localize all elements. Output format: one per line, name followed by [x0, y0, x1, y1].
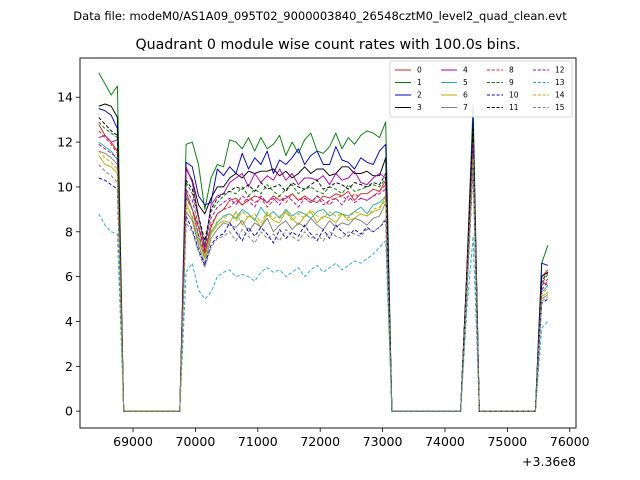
- y-tick-label-8: 8: [65, 224, 73, 239]
- legend-label-12: 12: [555, 66, 565, 75]
- y-tick-label-6: 6: [65, 269, 73, 284]
- plot-lines: [98, 72, 549, 412]
- x-offset-label: +3.36e8: [522, 454, 576, 469]
- x-tick-label-69000: 69000: [113, 434, 153, 449]
- legend-label-5: 5: [463, 78, 468, 87]
- legend-label-4: 4: [463, 66, 468, 75]
- plot-frame: [79, 57, 577, 429]
- x-tick-label-70000: 70000: [176, 434, 216, 449]
- x-tick-label-76000: 76000: [550, 434, 590, 449]
- y-tick-label-10: 10: [57, 179, 73, 194]
- legend-label-0: 0: [417, 66, 422, 75]
- legend-label-10: 10: [509, 91, 519, 100]
- y-tick-label-0: 0: [65, 404, 73, 419]
- x-tick-label-75000: 75000: [487, 434, 527, 449]
- legend-label-14: 14: [555, 91, 565, 100]
- legend-label-9: 9: [509, 78, 514, 87]
- y-tick-label-12: 12: [57, 135, 73, 150]
- x-tick-label-71000: 71000: [238, 434, 278, 449]
- x-tick-label-72000: 72000: [300, 434, 340, 449]
- legend-box: [389, 60, 573, 118]
- legend-label-13: 13: [555, 78, 565, 87]
- legend-label-11: 11: [509, 103, 519, 112]
- y-tick-label-14: 14: [57, 90, 73, 105]
- x-axis: 69000 70000 71000 72000 73000 74000 75000 76000: [113, 428, 590, 449]
- chart-title: Quadrant 0 module wise count rates with …: [135, 37, 520, 53]
- legend-label-2: 2: [417, 91, 422, 100]
- x-tick-label-73000: 73000: [363, 434, 403, 449]
- chart-suptitle: Data file: modeM0/AS1A09_095T02_90000038…: [73, 9, 567, 23]
- y-tick-label-2: 2: [65, 359, 73, 374]
- series-line-11: [98, 117, 549, 412]
- y-axis: 0 2 4 6 8 10 12 14: [57, 90, 80, 419]
- series-line-15: [98, 164, 549, 412]
- legend-label-7: 7: [463, 103, 468, 112]
- x-tick-label-74000: 74000: [425, 434, 465, 449]
- legend-label-15: 15: [555, 103, 565, 112]
- legend-label-3: 3: [417, 103, 422, 112]
- legend-label-8: 8: [509, 66, 514, 75]
- legend-label-6: 6: [463, 91, 468, 100]
- y-tick-label-4: 4: [65, 314, 73, 329]
- series-line-14: [98, 150, 549, 412]
- legend-label-1: 1: [417, 78, 422, 87]
